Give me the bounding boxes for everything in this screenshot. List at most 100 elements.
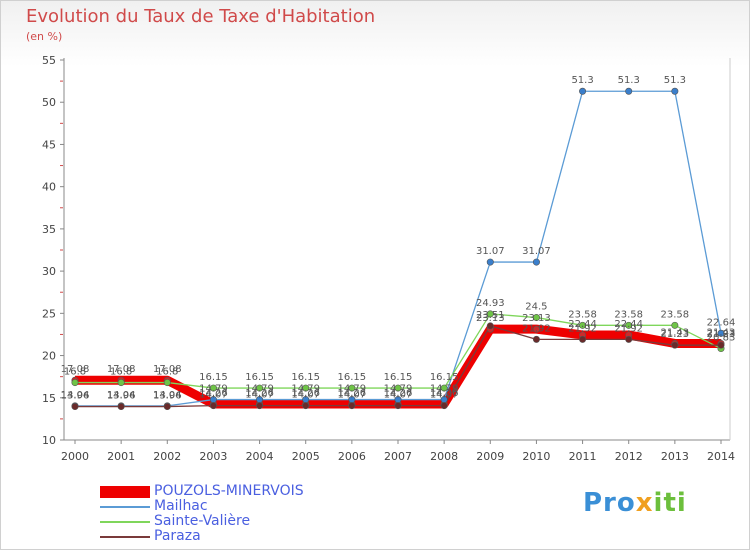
- data-point: [579, 335, 587, 343]
- data-point: [671, 321, 679, 329]
- y-tick-label: 35: [42, 223, 56, 236]
- data-point: [440, 384, 448, 392]
- data-label: 14.79: [245, 384, 274, 395]
- x-tick-label: 2014: [707, 450, 735, 463]
- data-label: 20.83: [707, 333, 736, 344]
- legend-item: Sainte-Valière: [100, 514, 360, 529]
- data-point: [532, 258, 540, 266]
- data-label: 16.8: [156, 367, 178, 378]
- legend-item: Mailhac: [100, 499, 360, 514]
- x-tick-label: 2000: [61, 450, 89, 463]
- data-label: 21.92: [614, 323, 643, 334]
- data-point: [256, 402, 264, 410]
- x-tick-label: 2001: [107, 450, 135, 463]
- data-label: 14.26: [199, 388, 228, 399]
- data-point: [579, 321, 587, 329]
- data-label: 14.26: [291, 388, 320, 399]
- x-tick-label: 2011: [569, 450, 597, 463]
- data-label: 16.15: [430, 372, 459, 383]
- data-label: 31.07: [522, 246, 551, 257]
- data-point: [625, 335, 633, 343]
- data-label: 16.15: [384, 372, 413, 383]
- data-point: [348, 402, 356, 410]
- data-label: 21.43: [661, 327, 690, 338]
- x-tick-label: 2004: [246, 450, 274, 463]
- data-label: 14.79: [199, 384, 228, 395]
- data-point: [117, 379, 125, 387]
- data-point: [209, 384, 217, 392]
- data-label: 51.3: [664, 75, 686, 86]
- data-label: 14.04: [107, 390, 136, 401]
- data-label: 14.26: [384, 388, 413, 399]
- x-tick-label: 2013: [661, 450, 689, 463]
- data-label: 23.13: [476, 313, 505, 324]
- data-label: 23.58: [614, 309, 643, 320]
- data-label: 14.79: [291, 384, 320, 395]
- data-point: [302, 384, 310, 392]
- data-label: 24.93: [476, 298, 505, 309]
- series-line: [75, 90, 722, 407]
- data-label: 13.96: [61, 391, 90, 402]
- chart-title: Evolution du Taux de Taxe d'Habitation: [26, 6, 376, 27]
- legend-swatch: [100, 486, 150, 498]
- data-label: 16.15: [245, 372, 274, 383]
- x-tick-label: 2007: [384, 450, 412, 463]
- data-point: [117, 403, 125, 411]
- data-point: [486, 258, 494, 266]
- data-point: [717, 329, 725, 337]
- data-point: [717, 341, 725, 349]
- data-label: 21.92: [522, 323, 551, 334]
- data-point: [440, 402, 448, 410]
- y-tick-label: 45: [42, 138, 56, 151]
- data-label: 14.79: [430, 384, 459, 395]
- data-label: 17.08: [107, 364, 136, 375]
- y-tick-label: 40: [42, 181, 56, 194]
- y-tick-label: 50: [42, 96, 56, 109]
- data-point: [163, 403, 171, 411]
- data-label: 17.08: [61, 364, 90, 375]
- data-point: [625, 321, 633, 329]
- chart-unit: (en %): [26, 30, 63, 43]
- data-label: 23.58: [661, 309, 690, 320]
- data-point: [302, 402, 310, 410]
- y-tick-label: 25: [42, 307, 56, 320]
- data-point: [671, 341, 679, 349]
- data-label: 24.5: [525, 302, 547, 313]
- legend: POUZOLS-MINERVOIS Mailhac Sainte-Valière…: [100, 484, 360, 544]
- data-label: 17.08: [153, 364, 182, 375]
- data-label: 14.04: [153, 390, 182, 401]
- data-point: [71, 379, 79, 387]
- data-point: [394, 384, 402, 392]
- data-point: [532, 335, 540, 343]
- data-label: 22.44: [568, 319, 597, 330]
- y-tick-label: 15: [42, 392, 56, 405]
- legend-label: POUZOLS-MINERVOIS: [154, 483, 304, 499]
- data-point: [348, 384, 356, 392]
- data-label: 31.07: [476, 246, 505, 257]
- legend-swatch: [100, 536, 150, 538]
- data-point: [394, 402, 402, 410]
- data-label: 21.43: [707, 327, 736, 338]
- data-label: 16.15: [338, 372, 367, 383]
- data-point: [532, 314, 540, 322]
- legend-item: POUZOLS-MINERVOIS: [100, 484, 360, 499]
- data-label: 14.07: [291, 390, 320, 401]
- data-label: 14.26: [338, 388, 367, 399]
- legend-item: Paraza: [100, 529, 360, 544]
- data-label: 21.23: [661, 329, 690, 340]
- x-tick-label: 2002: [153, 450, 181, 463]
- data-label: 51.3: [618, 75, 640, 86]
- legend-label: Paraza: [154, 528, 201, 544]
- x-tick-label: 2003: [199, 450, 227, 463]
- data-label: 14.79: [338, 384, 367, 395]
- data-point: [256, 384, 264, 392]
- x-tick-label: 2010: [522, 450, 550, 463]
- data-label: 13.96: [153, 391, 182, 402]
- data-label: 23.58: [568, 309, 597, 320]
- data-label: 14.07: [384, 390, 413, 401]
- data-point: [579, 87, 587, 95]
- data-point: [163, 379, 171, 387]
- x-tick-label: 2009: [476, 450, 504, 463]
- data-label: 14.07: [338, 390, 367, 401]
